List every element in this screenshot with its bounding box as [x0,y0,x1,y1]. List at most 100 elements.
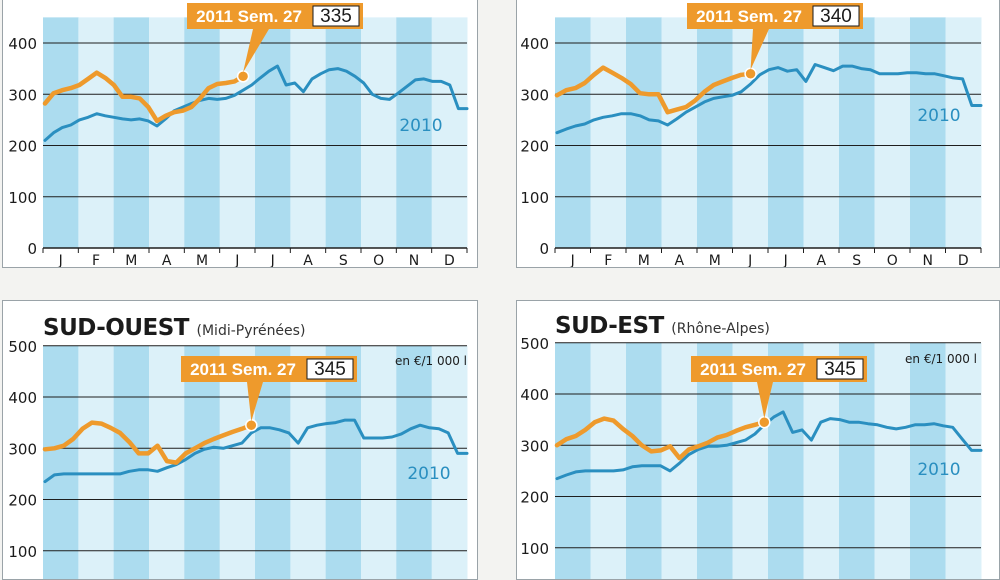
month-band [290,17,327,248]
x-tick-label: A [303,253,313,268]
series-line-2011 [554,65,753,115]
series-line-2010 [43,418,469,484]
chart-subtitle: (Rhône-Alpes) [671,321,770,337]
y-tick-label: 400 [8,35,37,53]
x-tick-label: D [958,253,969,268]
callout-value-box [812,5,860,27]
month-band [839,342,875,579]
series-endpoint [245,418,258,432]
y-tick-label: 100 [520,540,549,558]
chart-title: SUD-OUEST (Midi-Pyrénées) [43,315,305,341]
x-tick-label: N [923,253,933,268]
month-band [945,342,982,579]
month-band [255,17,291,248]
x-tick-label: M [196,253,208,268]
y-tick-label: 100 [8,189,37,207]
callout-value: 340 [820,6,852,27]
chart-svg: 100 200 300 400 500 en €/1 000 l 2011 Sem. 27 3… [8,338,469,579]
x-tick-label: O [373,253,384,268]
y-tick-label: 200 [520,489,549,507]
y-tick-label: 200 [520,138,549,156]
month-band [396,345,433,579]
unit-label: en €/1 000 l [395,354,467,368]
x-tick-label: J [234,253,239,268]
y-tick-label: 500 [8,338,37,356]
callout-value-box [816,358,864,380]
series-line-2010 [43,64,469,142]
month-band [626,342,662,579]
month-band [325,345,362,579]
month-band [626,17,662,248]
callout-label: 2011 Sem. 27 [696,7,802,26]
month-band [290,345,327,579]
month-band [431,17,468,248]
y-tick-label: 300 [8,440,37,458]
month-band [697,17,733,248]
y-tick-label: 400 [8,389,37,407]
y-tick-label: 300 [8,86,37,104]
month-band [910,17,946,248]
callout-pointer [757,382,773,419]
series-endpoint [758,415,771,429]
callout-value-box [306,358,354,380]
y-tick-label: 500 [520,335,549,353]
x-tick-label: M [709,253,721,268]
y-tick-label: 300 [520,437,549,455]
unit-label: en €/1 000 l [905,352,977,366]
y-tick-label: 300 [520,86,549,104]
x-tick-label: S [339,253,348,268]
callout-value: 345 [314,359,346,380]
series-label-2010: 2010 [407,464,450,484]
callout-label: 2011 Sem. 27 [196,7,302,26]
chart-title-text: SUD-OUEST [43,315,190,341]
y-tick-label: 0 [539,240,549,258]
x-tick-label: F [604,253,612,268]
x-tick-label: A [162,253,172,268]
chart-svg: 0 100 200 300 400 J F M A M J J A S O N D 2011 Sem. 27 335… [8,3,469,268]
y-tick-label: 100 [520,189,549,207]
month-band [184,345,221,579]
x-tick-label: J [58,253,63,268]
month-band [113,345,150,579]
x-tick-label: J [783,253,788,268]
chart-panel-bottom-left: 100 200 300 400 500 en €/1 000 l 2011 Sem. 27 3… [2,300,478,580]
series-label-2010: 2010 [399,116,442,136]
month-band [78,345,115,579]
month-band [149,17,185,248]
y-tick-label: 0 [27,240,37,258]
callout-value-box [312,5,360,27]
callout-pointer [247,382,263,422]
month-band [768,342,804,579]
x-tick-label: D [444,253,455,268]
month-band [803,17,840,248]
month-band [874,342,911,579]
chart-panel-top-left: 0 100 200 300 400 J F M A M J J A S O N D 2011 Sem. 27 335… [2,0,478,268]
month-band [555,342,591,579]
y-tick-label: 100 [8,543,37,561]
chart-svg: 100 200 300 400 500 en €/1 000 l 2011 Sem. 27 3… [520,335,983,579]
series-endpoint [744,67,757,80]
series-line-2010 [555,63,983,135]
month-band [945,17,982,248]
month-band [732,17,769,248]
chart-subtitle: (Midi-Pyrénées) [196,323,306,339]
x-tick-label: M [125,253,137,268]
series-label-2010: 2010 [917,106,960,126]
month-band [43,345,79,579]
month-band [590,342,627,579]
x-tick-label: F [92,253,100,268]
month-band [43,17,79,248]
callout-label: 2011 Sem. 27 [700,360,806,379]
series-line-2011 [42,420,254,465]
chart-title-text: SUD-EST [555,313,664,339]
callout-pointer [750,29,769,70]
x-tick-label: J [570,253,575,268]
x-tick-label: A [674,253,684,268]
month-band [431,345,468,579]
month-band [768,17,804,248]
y-tick-label: 200 [8,138,37,156]
series-line-2011 [554,416,767,461]
month-band [910,342,946,579]
x-tick-label: J [747,253,752,268]
y-tick-label: 200 [8,492,37,510]
